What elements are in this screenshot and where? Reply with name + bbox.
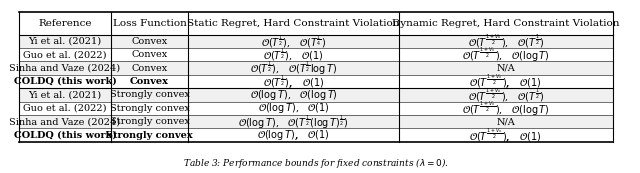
Text: Reference: Reference (38, 19, 92, 28)
Text: $\mathcal{O}(\log T)$,   $\mathcal{O}(1)$: $\mathcal{O}(\log T)$, $\mathcal{O}(1)$ (258, 101, 330, 115)
Text: Table 3: Performance bounds for fixed constraints ($\lambda = 0$).: Table 3: Performance bounds for fixed co… (183, 156, 449, 170)
Text: Convex: Convex (130, 77, 169, 86)
Text: Sinha and Vaze (2024): Sinha and Vaze (2024) (10, 64, 120, 73)
Text: Loss Function: Loss Function (113, 19, 186, 28)
Text: Strongly convex: Strongly convex (109, 117, 189, 126)
FancyBboxPatch shape (19, 35, 612, 48)
Text: Guo et al. (2022): Guo et al. (2022) (23, 104, 107, 113)
Text: Convex: Convex (131, 37, 168, 46)
Text: $\mathcal{O}(T^{\frac{1+V_x}{2}})$,   $\mathcal{O}(1)$: $\mathcal{O}(T^{\frac{1+V_x}{2}})$, $\ma… (470, 73, 542, 90)
Text: $\mathcal{O}(T^{\frac{1+V_x}{2}})$,   $\mathcal{O}(T^{\frac{1}{2}})$: $\mathcal{O}(T^{\frac{1+V_x}{2}})$, $\ma… (468, 33, 544, 50)
Text: N/A: N/A (497, 64, 515, 73)
Text: N/A: N/A (497, 117, 515, 126)
Text: $\mathcal{O}(\log T)$,   $\mathcal{O}(\log T)$: $\mathcal{O}(\log T)$, $\mathcal{O}(\log… (250, 88, 337, 102)
FancyBboxPatch shape (19, 61, 612, 75)
Text: Convex: Convex (131, 50, 168, 59)
Text: $\mathcal{O}(T^{\frac{1+V_x}{2}})$,   $\mathcal{O}(1)$: $\mathcal{O}(T^{\frac{1+V_x}{2}})$, $\ma… (470, 126, 542, 144)
Text: $\mathcal{O}(T^{\frac{1+V_x}{2}})$,   $\mathcal{O}(\log T)$: $\mathcal{O}(T^{\frac{1+V_x}{2}})$, $\ma… (462, 99, 550, 118)
Text: $\mathcal{O}(T^{\frac{1}{2}})$,   $\mathcal{O}(1)$: $\mathcal{O}(T^{\frac{1}{2}})$, $\mathca… (264, 46, 324, 63)
Text: Dynamic Regret, Hard Constraint Violation: Dynamic Regret, Hard Constraint Violatio… (392, 19, 620, 28)
FancyBboxPatch shape (19, 128, 612, 142)
Text: COLDQ (this work): COLDQ (this work) (13, 131, 116, 140)
Text: Strongly convex: Strongly convex (109, 104, 189, 113)
Text: Strongly convex: Strongly convex (106, 131, 193, 140)
Text: $\mathcal{O}(T^{\frac{1+V_x}{2}})$,   $\mathcal{O}(\log T)$: $\mathcal{O}(T^{\frac{1+V_x}{2}})$, $\ma… (462, 45, 550, 64)
Text: COLDQ (this work): COLDQ (this work) (13, 77, 116, 86)
Text: $\mathcal{O}(T^{\frac{1}{2}})$,   $\mathcal{O}(T^{\frac{1}{2}} \log T)$: $\mathcal{O}(T^{\frac{1}{2}})$, $\mathca… (250, 59, 337, 77)
Text: Strongly convex: Strongly convex (109, 90, 189, 99)
Text: Yi et al. (2021): Yi et al. (2021) (28, 37, 102, 46)
Text: $\mathcal{O}(T^{\frac{1}{2}})$,   $\mathcal{O}(T^{\frac{1}{4}})$: $\mathcal{O}(T^{\frac{1}{2}})$, $\mathca… (261, 33, 326, 50)
FancyBboxPatch shape (19, 88, 612, 102)
Text: $\mathcal{O}(T^{\frac{1+V_x}{2}})$,   $\mathcal{O}(T^{\frac{1}{2}})$: $\mathcal{O}(T^{\frac{1+V_x}{2}})$, $\ma… (468, 86, 544, 104)
Text: Yi et al. (2021): Yi et al. (2021) (28, 90, 102, 99)
FancyBboxPatch shape (19, 48, 612, 61)
Text: $\mathcal{O}(T^{\frac{1}{2}})$,   $\mathcal{O}(1)$: $\mathcal{O}(T^{\frac{1}{2}})$, $\mathca… (263, 73, 324, 90)
Text: Sinha and Vaze (2024): Sinha and Vaze (2024) (10, 117, 120, 126)
FancyBboxPatch shape (19, 115, 612, 128)
Text: Static Regret, Hard Constraint Violation: Static Regret, Hard Constraint Violation (188, 19, 400, 28)
FancyBboxPatch shape (19, 102, 612, 115)
FancyBboxPatch shape (19, 75, 612, 88)
Text: Guo et al. (2022): Guo et al. (2022) (23, 50, 107, 59)
Text: Convex: Convex (131, 64, 168, 73)
Text: $\mathcal{O}(\log T)$,   $\mathcal{O}(T^{\frac{1}{2}}(\log T)^{\frac{1}{2}})$: $\mathcal{O}(\log T)$, $\mathcal{O}(T^{\… (238, 113, 349, 131)
Text: $\mathcal{O}(\log T)$,   $\mathcal{O}(1)$: $\mathcal{O}(\log T)$, $\mathcal{O}(1)$ (257, 129, 330, 142)
